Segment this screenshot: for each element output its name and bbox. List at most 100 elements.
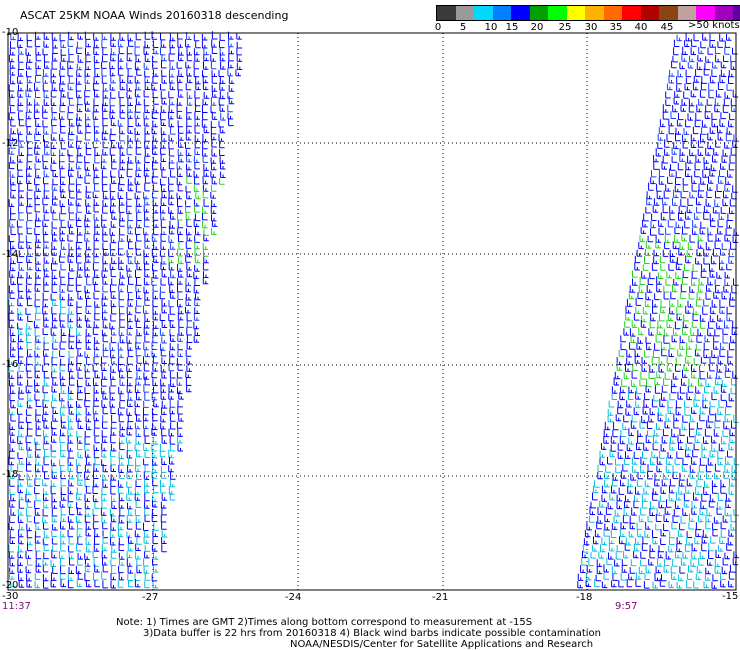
wind-barb bbox=[9, 76, 16, 85]
wind-barb bbox=[109, 147, 116, 156]
wind-barb bbox=[611, 386, 618, 394]
wind-barb bbox=[667, 399, 673, 409]
wind-barb bbox=[673, 421, 679, 429]
wind-barb bbox=[616, 362, 623, 371]
wind-barb bbox=[195, 104, 201, 112]
wind-barb bbox=[118, 357, 124, 365]
wind-barb bbox=[161, 407, 167, 415]
wind-barb bbox=[151, 443, 157, 452]
wind-barb bbox=[85, 255, 91, 263]
wind-barb bbox=[68, 277, 74, 286]
wind-barb bbox=[210, 205, 217, 214]
wind-barb bbox=[650, 501, 656, 510]
wind-barb bbox=[134, 400, 140, 408]
wind-barb bbox=[127, 161, 133, 170]
wind-barb bbox=[26, 357, 32, 365]
wind-barb bbox=[169, 98, 175, 106]
wind-barb bbox=[136, 565, 142, 574]
wind-barb bbox=[194, 148, 200, 155]
wind-barb bbox=[119, 370, 125, 379]
wind-barb bbox=[618, 349, 625, 357]
wind-barb bbox=[672, 105, 678, 113]
wind-barb bbox=[159, 313, 166, 321]
wind-barb bbox=[26, 126, 33, 135]
wind-barb bbox=[27, 213, 33, 222]
wind-barb bbox=[597, 516, 603, 524]
wind-barb bbox=[594, 529, 601, 538]
wind-barb bbox=[144, 501, 150, 509]
wind-barb bbox=[170, 212, 176, 220]
wind-barb bbox=[67, 415, 74, 423]
wind-barb bbox=[730, 241, 736, 250]
wind-barb bbox=[117, 522, 124, 531]
wind-barb bbox=[34, 357, 41, 366]
wind-barb bbox=[18, 118, 25, 127]
wind-barb bbox=[637, 435, 643, 444]
wind-barb bbox=[35, 54, 42, 62]
wind-barb bbox=[604, 480, 610, 488]
wind-barb bbox=[723, 190, 729, 199]
wind-barb bbox=[605, 507, 612, 515]
wind-barb bbox=[27, 421, 33, 430]
wind-barb bbox=[639, 235, 645, 242]
wind-barb bbox=[101, 449, 107, 458]
colorbar-label: 40 bbox=[634, 22, 648, 33]
wind-barb bbox=[110, 379, 117, 387]
colorbar-label: 45 bbox=[660, 22, 674, 33]
wind-barb bbox=[202, 112, 208, 121]
wind-barb bbox=[43, 356, 50, 365]
wind-barb bbox=[628, 386, 634, 394]
wind-barb bbox=[682, 46, 688, 55]
wind-barb bbox=[35, 241, 41, 249]
wind-barb bbox=[691, 39, 697, 47]
wind-barb bbox=[152, 135, 159, 142]
wind-barb bbox=[227, 112, 233, 120]
wind-barb bbox=[712, 522, 718, 531]
wind-barb bbox=[26, 271, 32, 279]
wind-barb bbox=[43, 214, 50, 221]
wind-barb bbox=[35, 61, 41, 70]
wind-barb bbox=[161, 493, 168, 501]
wind-barb bbox=[713, 342, 719, 350]
wind-barb bbox=[674, 321, 681, 330]
wind-barb bbox=[665, 551, 672, 560]
wind-barb bbox=[195, 227, 201, 236]
wind-barb bbox=[118, 386, 124, 395]
wind-barb bbox=[202, 140, 208, 150]
wind-barb bbox=[709, 270, 716, 278]
wind-barb bbox=[168, 191, 175, 199]
wind-barb bbox=[76, 437, 83, 444]
wind-barb bbox=[725, 500, 731, 508]
wind-barb bbox=[236, 32, 242, 40]
wind-barb bbox=[93, 377, 99, 386]
wind-barb bbox=[620, 343, 626, 351]
wind-barb bbox=[631, 507, 637, 516]
wind-barb bbox=[84, 553, 90, 560]
wind-barb bbox=[118, 465, 124, 473]
wind-barb bbox=[161, 357, 167, 364]
wind-barb bbox=[682, 178, 689, 186]
wind-barb bbox=[152, 299, 158, 308]
wind-barb bbox=[642, 451, 648, 459]
wind-barb bbox=[640, 320, 647, 328]
wind-barb bbox=[593, 536, 599, 545]
wind-barb bbox=[686, 538, 692, 546]
wind-barb bbox=[110, 220, 117, 228]
wind-barb bbox=[161, 400, 168, 409]
wind-barb bbox=[178, 271, 184, 278]
wind-barb bbox=[160, 154, 167, 162]
wind-barb bbox=[84, 364, 91, 373]
wind-barb bbox=[623, 328, 629, 336]
wind-barb bbox=[26, 34, 33, 42]
wind-barb bbox=[219, 40, 225, 49]
wind-barb bbox=[43, 40, 49, 48]
wind-barb bbox=[51, 241, 57, 250]
wind-barb bbox=[713, 516, 720, 524]
wind-barb bbox=[203, 47, 209, 56]
wind-barb bbox=[119, 557, 125, 566]
wind-barb bbox=[684, 264, 690, 272]
wind-barb bbox=[662, 473, 669, 480]
wind-barb bbox=[26, 227, 33, 235]
wind-barb bbox=[186, 91, 193, 99]
